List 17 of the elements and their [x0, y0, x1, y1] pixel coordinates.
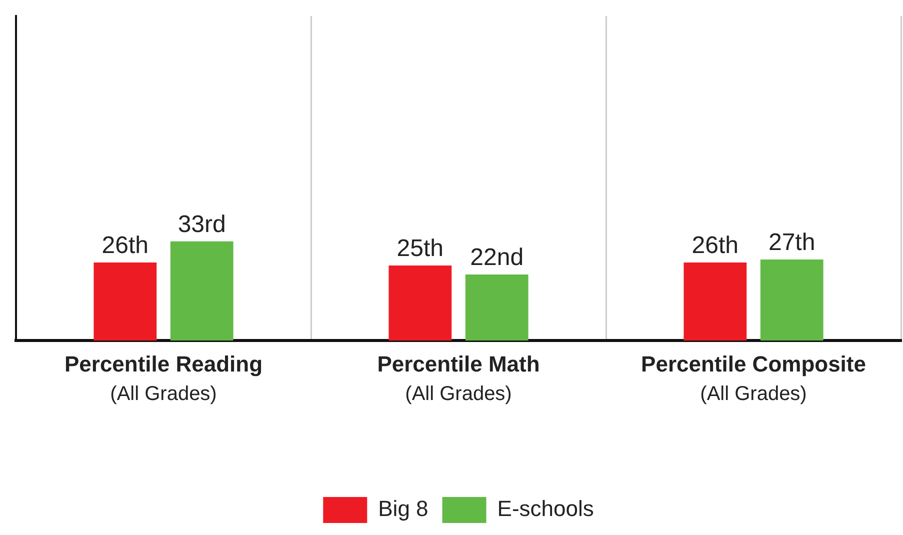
data-label: 25th [396, 235, 444, 262]
bar [684, 262, 747, 341]
data-label: 27th [768, 229, 816, 256]
x-tick-label: Percentile Math (All Grades) [377, 352, 540, 406]
bar [170, 241, 234, 341]
bar [465, 274, 528, 341]
data-label: 22nd [470, 244, 524, 272]
bar [760, 259, 824, 341]
x-tick-label: Percentile Reading (All Grades) [64, 352, 263, 406]
bar [388, 265, 452, 341]
x-tick-label: Percentile Composite (All Grades) [641, 352, 866, 406]
bar [94, 262, 157, 341]
legend-label: E-schools [497, 496, 594, 522]
data-label: 33rd [178, 211, 226, 238]
data-label: 26th [102, 232, 149, 260]
legend-label: Big 8 [378, 496, 428, 522]
data-label: 26th [692, 232, 739, 260]
